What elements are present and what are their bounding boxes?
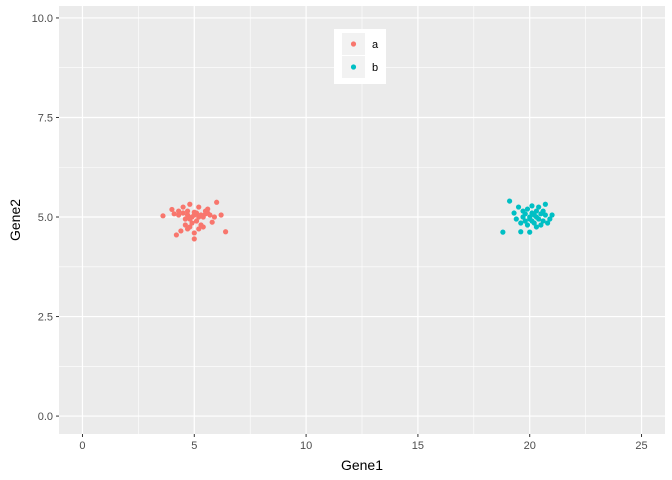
point-b [529,203,535,209]
point-b [545,220,551,226]
point-a [171,211,177,217]
point-b [500,229,506,235]
point-a [191,230,197,236]
point-b [527,229,533,235]
point-a [180,210,186,216]
point-a [222,229,229,235]
point-a [218,212,224,218]
point-a [193,210,200,216]
point-b [533,224,540,230]
point-b [547,216,553,222]
point-b [506,198,513,204]
point-b [542,201,548,207]
point-a [200,224,206,230]
point-a [209,219,215,225]
y-tick-label: 5.0 [38,212,53,224]
point-b [522,211,528,217]
point-b [536,204,542,210]
point-a [207,212,213,218]
point-b [518,229,524,235]
point-a [184,212,191,218]
y-tick-label: 0.0 [38,411,53,423]
point-a [214,199,220,205]
x-tick-label: 10 [300,440,312,452]
y-axis-title: Gene2 [7,199,23,241]
point-a [205,206,211,212]
point-a [193,218,200,224]
y-axis: 0.0 2.5 5.0 7.5 10.0 [32,13,59,423]
point-b [524,222,531,228]
point-b [542,212,548,218]
legend-label-b: b [372,62,378,74]
point-b [538,222,544,228]
point-a [182,216,188,222]
y-tick-label: 2.5 [38,312,53,324]
x-axis-title: Gene1 [341,457,383,473]
point-a [196,204,202,210]
point-a [182,222,188,228]
point-a [169,206,175,213]
point-b [511,210,517,216]
point-a [176,208,182,214]
point-a [191,236,197,242]
legend-label-a: a [372,39,379,51]
y-tick-label: 7.5 [38,112,53,124]
point-a [211,214,218,220]
point-b [518,220,524,226]
point-b [533,208,540,214]
x-axis: 0 5 10 15 20 25 [79,434,648,452]
point-a [184,208,191,214]
point-b [540,218,546,224]
legend-marker-a [350,41,357,47]
point-a [180,204,186,210]
point-b [522,218,528,224]
data-points [160,198,555,242]
point-a [176,212,182,218]
minor-gridlines [59,6,665,434]
point-b [513,216,519,222]
point-a [173,232,179,238]
point-b [540,208,546,214]
legend-marker-b [350,64,357,70]
point-a [187,201,193,207]
y-tick-label: 10.0 [32,13,53,25]
point-b [515,204,522,210]
x-tick-label: 25 [635,440,647,452]
point-a [160,213,166,219]
point-b [536,216,542,222]
point-a [178,228,184,234]
point-a [196,226,202,232]
x-tick-label: 0 [79,440,85,452]
point-b [549,212,555,218]
legend: a b [334,29,386,84]
x-tick-label: 20 [524,440,536,452]
point-a [189,220,195,226]
point-a [187,224,193,230]
x-tick-label: 5 [191,440,197,452]
point-b [531,220,537,226]
x-tick-label: 15 [412,440,424,452]
point-b [524,206,531,212]
